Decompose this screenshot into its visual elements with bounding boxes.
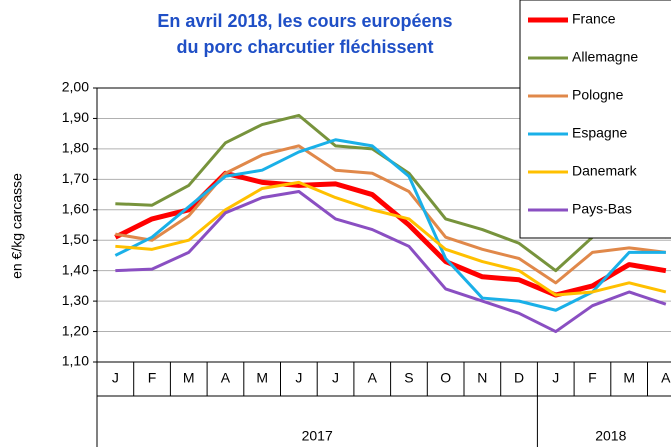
y-tick-label: 1,90 (62, 109, 89, 125)
x-tick-label: J (332, 370, 339, 386)
legend-label: Pays-Bas (572, 201, 632, 217)
x-tick-label: A (368, 370, 378, 386)
legend-box (519, 0, 671, 239)
y-tick-label: 1,60 (62, 200, 89, 216)
y-tick-label: 1,20 (62, 322, 89, 338)
series-line (115, 180, 667, 297)
y-tick-label: 1,50 (62, 231, 89, 247)
x-tick-label: F (588, 370, 597, 386)
legend-label: Allemagne (572, 49, 638, 65)
series-line (115, 190, 667, 334)
x-tick-label: D (514, 370, 524, 386)
x-tick-label: A (221, 370, 231, 386)
y-axis-label: en €/kg carcasse (9, 173, 25, 279)
x-tick-label: M (623, 370, 635, 386)
y-tick-label: 1,80 (62, 140, 89, 156)
y-tick-label: 1,40 (62, 261, 89, 277)
x-tick-label: J (295, 370, 302, 386)
series-line (114, 138, 666, 312)
x-tick-label: M (256, 370, 268, 386)
chart-title: du porc charcutier fléchissent (176, 37, 433, 57)
chart-title: En avril 2018, les cours européens (157, 11, 452, 31)
x-tick-label: F (148, 370, 157, 386)
y-tick-label: 1,10 (62, 353, 89, 369)
x-tick-label: M (183, 370, 195, 386)
x-tick-label: S (404, 370, 413, 386)
legend-label: France (572, 11, 616, 27)
y-tick-label: 1,70 (62, 170, 89, 186)
x-tick-label: J (112, 370, 119, 386)
legend-label: Danemark (572, 163, 638, 179)
series-line (115, 144, 667, 285)
legend-label: Espagne (572, 125, 627, 141)
x-tick-label: N (477, 370, 487, 386)
x-tick-label: O (440, 370, 451, 386)
x-tick-label: A (661, 370, 671, 386)
legend-label: Pologne (572, 87, 624, 103)
y-tick-label: 1,30 (62, 292, 89, 308)
y-tick-label: 2,00 (62, 79, 89, 95)
group-label: 2017 (302, 428, 333, 444)
group-label: 2018 (595, 428, 626, 444)
x-tick-label: J (552, 370, 559, 386)
